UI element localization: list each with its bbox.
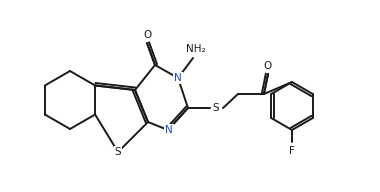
Text: S: S [115, 147, 121, 157]
Text: O: O [264, 61, 272, 71]
Text: N: N [174, 73, 182, 83]
Text: O: O [143, 30, 151, 40]
Text: N: N [165, 125, 173, 135]
Text: F: F [289, 146, 295, 156]
Text: S: S [213, 103, 219, 113]
Text: NH₂: NH₂ [186, 44, 206, 54]
